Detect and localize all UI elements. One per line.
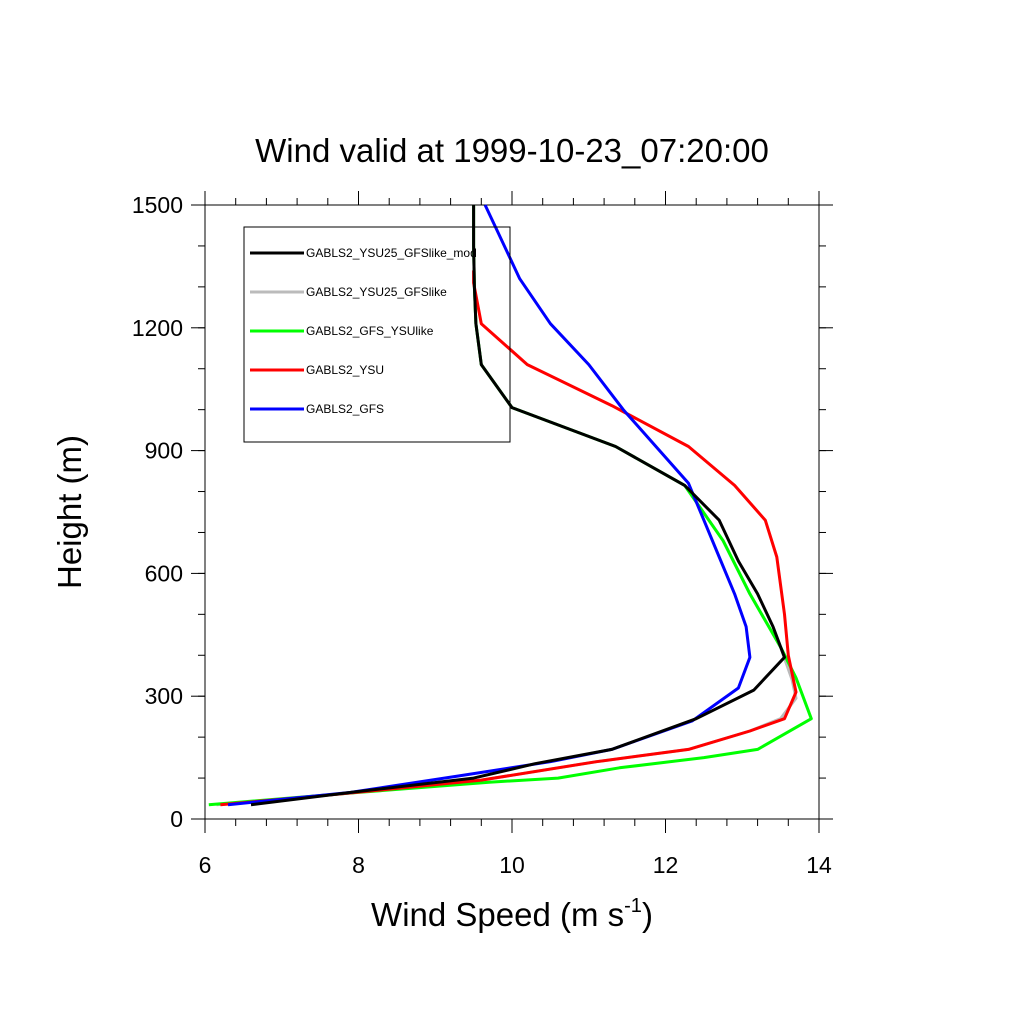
x-axis-label-superscript: -1 <box>624 895 642 917</box>
x-axis-label-main: Wind Speed (m s <box>371 896 624 933</box>
legend-label: GABLS2_YSU25_GFSlike <box>306 285 447 299</box>
y-tick-label: 1500 <box>132 192 183 218</box>
legend-label: GABLS2_GFS <box>306 402 384 416</box>
x-tick-label: 8 <box>352 852 365 878</box>
plot-frame <box>204 204 820 820</box>
y-tick-label: 0 <box>170 806 183 832</box>
legend-label: GABLS2_GFS_YSUlike <box>306 324 434 338</box>
y-axis: 0 300 600 900 1200 1500 <box>132 192 833 832</box>
legend-items: GABLS2_YSU25_GFSlike_mod GABLS2_YSU25_GFS… <box>250 246 477 416</box>
x-axis: 6 8 10 12 14 <box>199 191 832 878</box>
x-tick-label: 10 <box>499 852 525 878</box>
legend-box <box>243 226 511 443</box>
plot-area: 6 8 10 12 14 0 300 600 900 1200 1500 <box>132 191 833 878</box>
y-tick-label: 1200 <box>132 315 183 341</box>
y-tick-label: 900 <box>145 438 183 464</box>
legend: GABLS2_YSU25_GFSlike_mod GABLS2_YSU25_GFS… <box>243 226 511 443</box>
x-tick-label: 12 <box>653 852 679 878</box>
x-tick-label: 6 <box>199 852 212 878</box>
chart-title: Wind valid at 1999-10-23_07:20:00 <box>255 132 769 169</box>
x-tick-label: 14 <box>806 852 832 878</box>
series-line-gabls2-ysu25-gfslike <box>216 205 798 807</box>
series-line-gabls2-ysu25-gfslike-mod <box>250 205 786 807</box>
y-tick-label: 300 <box>145 683 183 709</box>
series-lines <box>208 204 813 807</box>
x-axis-label-end: ) <box>642 896 653 933</box>
y-axis-label: Height (m) <box>51 435 88 589</box>
x-axis-label: Wind Speed (m s-1) <box>371 895 653 933</box>
legend-label: GABLS2_YSU25_GFSlike_mod <box>306 246 477 260</box>
series-line-gabls2-ysu <box>220 270 798 807</box>
legend-label: GABLS2_YSU <box>306 363 384 377</box>
y-tick-label: 600 <box>145 560 183 586</box>
